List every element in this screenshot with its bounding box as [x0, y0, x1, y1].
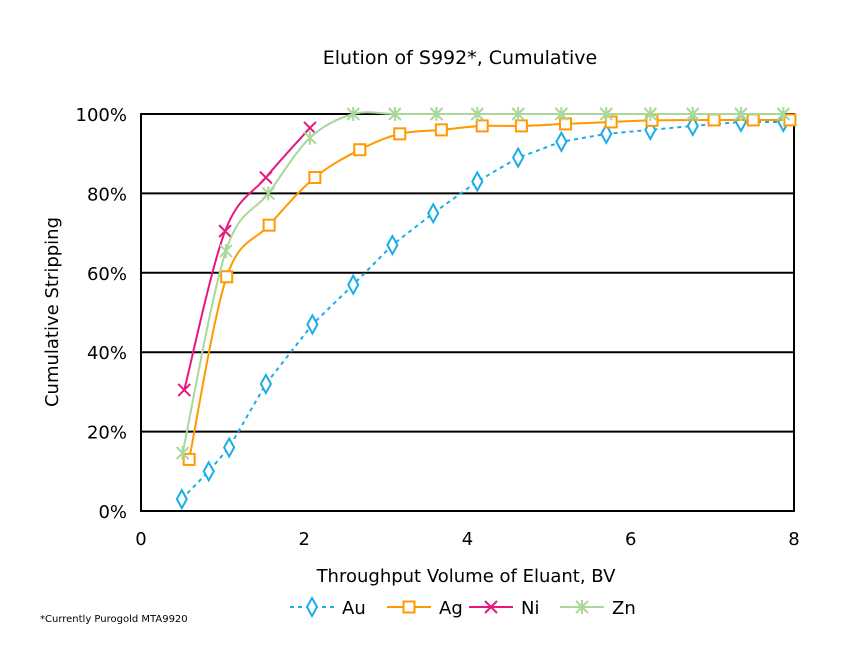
data-point-square: [604, 115, 618, 129]
data-point-square: [353, 143, 367, 157]
series-line: [181, 111, 784, 454]
data-point-x: [303, 121, 317, 135]
data-point-diamond: [223, 436, 236, 459]
legend-item-ag: Ag: [387, 598, 463, 619]
legend-item-zn: Zn: [560, 598, 636, 619]
data-point-square: [514, 119, 528, 133]
series-ni: [177, 121, 317, 397]
legend-label: Ag: [439, 598, 463, 619]
data-point-asterisk: [219, 243, 233, 258]
series-au: [175, 110, 790, 511]
data-point-square: [707, 113, 721, 127]
y-tick-label: 40%: [87, 343, 127, 364]
data-point-asterisk: [175, 446, 190, 461]
y-tick-label: 60%: [87, 264, 127, 285]
series-zn: [175, 107, 791, 461]
data-point-asterisk: [511, 107, 525, 121]
data-point-asterisk: [470, 107, 485, 121]
y-axis-label: Cumulative Stripping: [42, 217, 63, 407]
data-point-diamond: [600, 122, 613, 145]
data-point-diamond: [427, 202, 440, 225]
series-line: [188, 118, 790, 460]
data-point-square: [402, 600, 416, 614]
footnote: *Currently Purogold MTA9920: [40, 614, 188, 625]
plot-area-border: [140, 113, 795, 512]
data-point-x: [218, 224, 232, 238]
data-point-diamond: [259, 372, 273, 396]
data-point-asterisk: [643, 107, 658, 121]
data-point-asterisk: [346, 107, 360, 121]
data-point-diamond: [386, 233, 399, 257]
data-point-asterisk: [575, 600, 589, 614]
series-line: [183, 127, 311, 391]
x-tick-label: 0: [135, 529, 146, 550]
data-point-diamond: [202, 460, 215, 483]
legend-label: Au: [342, 598, 366, 619]
data-point-square: [783, 113, 797, 127]
data-point-asterisk: [776, 107, 791, 121]
data-point-square: [182, 452, 196, 466]
legend-item-ni: Ni: [469, 598, 539, 619]
data-point-square: [262, 218, 276, 232]
data-point-square: [393, 127, 407, 141]
data-point-x: [259, 170, 273, 185]
data-point-diamond: [644, 118, 657, 141]
data-point-diamond: [305, 595, 319, 619]
data-point-square: [475, 119, 489, 133]
x-tick-label: 8: [788, 529, 799, 550]
data-point-square: [308, 171, 322, 185]
data-point-square: [434, 123, 448, 137]
data-point-asterisk: [388, 107, 402, 121]
data-point-x: [484, 600, 498, 614]
data-point-asterisk: [734, 107, 748, 121]
data-point-diamond: [306, 313, 319, 336]
data-point-diamond: [686, 114, 699, 137]
y-tick-label: 20%: [87, 423, 127, 444]
x-axis-label: Throughput Volume of Eluant, BV: [316, 566, 617, 587]
data-point-square: [746, 113, 760, 127]
data-point-diamond: [511, 146, 525, 169]
data-point-diamond: [471, 170, 484, 193]
y-tick-label: 100%: [76, 105, 127, 126]
x-tick-label: 2: [299, 529, 310, 550]
legend-item-au: Au: [290, 595, 366, 619]
data-point-diamond: [175, 488, 188, 511]
data-point-diamond: [555, 130, 568, 153]
chart-title: Elution of S992*, Cumulative: [323, 47, 597, 69]
series-line: [181, 120, 784, 500]
x-tick-label: 6: [625, 529, 636, 550]
data-point-asterisk: [599, 107, 613, 121]
y-tick-label: 0%: [98, 502, 127, 523]
data-point-square: [220, 270, 234, 284]
data-point-diamond: [347, 273, 360, 296]
data-point-asterisk: [686, 107, 700, 121]
legend-label: Ni: [521, 598, 539, 619]
data-point-asterisk: [429, 107, 444, 121]
x-tick-label: 4: [462, 529, 473, 550]
data-point-asterisk: [303, 130, 317, 145]
y-tick-label: 80%: [87, 184, 127, 205]
legend-label: Zn: [612, 598, 636, 619]
data-point-asterisk: [554, 107, 569, 121]
data-point-asterisk: [261, 186, 276, 201]
series-ag: [182, 113, 797, 466]
data-point-x: [177, 383, 191, 397]
